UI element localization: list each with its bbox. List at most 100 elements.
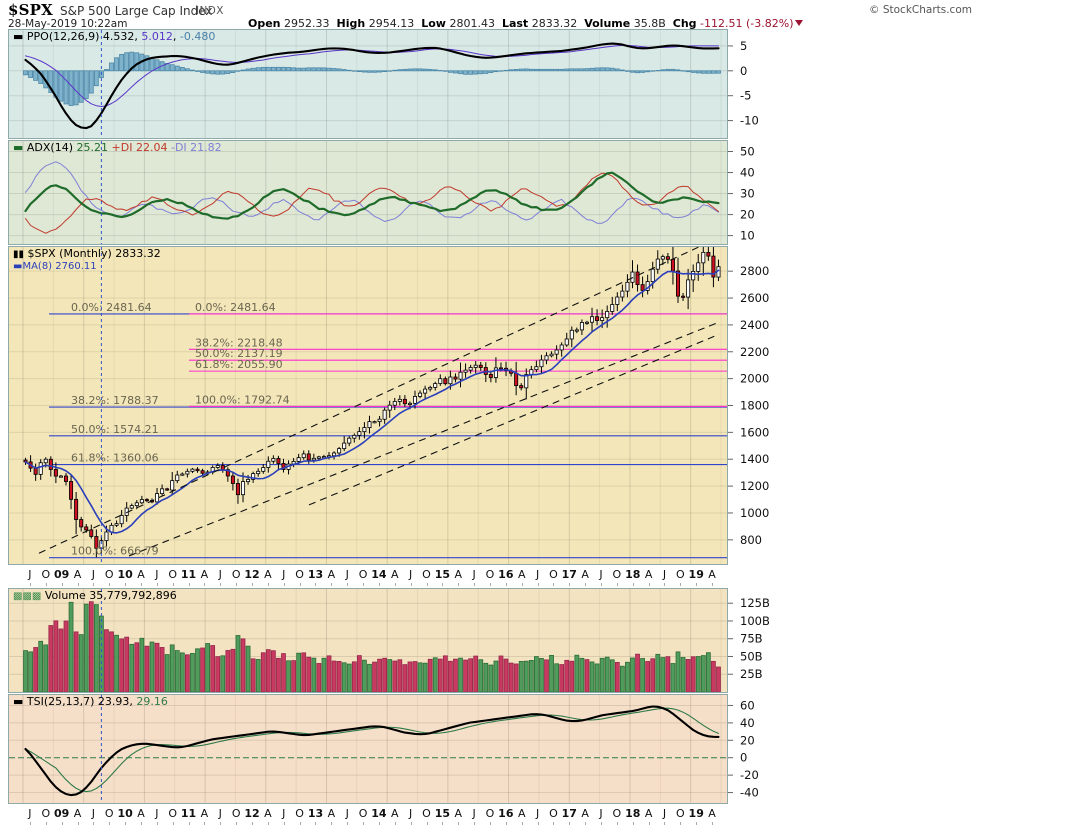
svg-text:75B: 75B [740,632,763,646]
svg-text:61.8%: 2055.90: 61.8%: 2055.90 [195,358,283,371]
x-axis-year-label: 14 [371,568,387,581]
ppo-y-axis: 5 0 -5 -10 [728,29,838,139]
x-axis-month-label: J [409,568,413,581]
volume-legend: ▩▩▩ Volume 35,779,792,896 [13,589,177,603]
x-axis-year-label: 19 [688,807,704,820]
svg-text:2400: 2400 [740,318,769,332]
x-axis-month-label: A [517,568,526,581]
x-axis-month-label: O [485,807,495,820]
x-axis-year-label: 14 [371,807,387,820]
ppo-hist-value: -0.480 [179,30,216,43]
x-axis-tick [109,583,111,586]
svg-text:50.0%: 1574.21: 50.0%: 1574.21 [71,423,159,436]
x-axis-tick [394,822,396,825]
symbol-ticker[interactable]: $SPX [8,1,53,19]
svg-text:1000: 1000 [740,506,769,520]
svg-text:5: 5 [740,39,747,53]
x-axis-tick [632,583,634,586]
x-axis-year-label: 12 [244,807,260,820]
svg-text:125B: 125B [740,596,770,610]
tsi-indicator-label: TSI(25,13,7) [26,695,95,708]
x-axis-year-label: 18 [625,568,641,581]
x-axis-tick [712,822,714,825]
adx-pdi-value: 22.04 [135,141,168,154]
x-axis-tick [236,822,238,825]
x-axis-month-label: A [517,807,526,820]
svg-text:50B: 50B [740,649,763,663]
price-panel[interactable]: 0.0%: 2481.64 38.2%: 1788.37 50.0%: 1574.2… [8,246,728,565]
x-axis-tick [252,583,254,586]
x-axis-tick [648,583,650,586]
x-axis-month-label: O [104,807,114,820]
x-axis-month-label: O [168,568,178,581]
volume-panel[interactable]: ▩▩▩ Volume 35,779,792,896 [8,588,728,693]
x-axis-month-label: O [295,568,304,581]
high-label: High [336,17,366,30]
price-ma-legend: ▬MA(8) 2760.11 [13,261,97,272]
price-indicator-label: $SPX (Monthly) [27,247,112,260]
tsi-value: 23.93 [97,695,130,708]
x-axis-month-label: A [454,568,463,581]
x-axis-month-label: O [485,568,495,581]
x-axis-tick [664,583,666,586]
x-axis-year-label: 16 [498,568,514,581]
x-axis-month-label: A [327,568,336,581]
x-axis-tick [712,583,714,586]
x-axis-month-label: O [104,568,114,581]
x-axis-month-label: J [535,568,540,581]
x-axis-month-label: J [472,807,476,820]
svg-text:-10: -10 [740,114,759,128]
volume-value: 35.8B [633,17,666,30]
x-axis-tick [331,583,333,586]
x-axis-year-label: 18 [625,807,641,820]
x-axis-month-label: A [581,568,589,581]
x-axis-month-label: O [41,807,51,820]
x-axis-month-label: O [231,568,241,581]
x-axis-tick [267,822,269,825]
x-axis-month-label: O [675,568,685,581]
x-axis-month-label: J [155,568,159,581]
x-axis-month-label: J [91,568,95,581]
adx-panel[interactable]: ▬ ADX(14) 25.21 +DI 22.04 -DI 21.82 [8,140,728,245]
x-axis-tick [426,583,428,586]
high-value: 2954.13 [368,17,415,30]
svg-text:30: 30 [740,187,755,201]
x-axis-tick [188,583,190,586]
svg-text:100.0%: 1792.74: 100.0%: 1792.74 [195,393,290,406]
x-axis-year-label: 17 [561,807,577,820]
x-axis-month-label: J [91,807,95,820]
x-axis-month-label: A [327,807,336,820]
x-axis-month-label: A [454,807,463,820]
svg-text:20: 20 [740,733,755,747]
ma-value: 2760.11 [55,261,97,272]
x-axis-tick [474,583,476,586]
svg-text:60: 60 [740,698,755,712]
quote-bar: Open 2952.33 High 2954.13 Low 2801.43 La… [248,17,804,30]
svg-text:0: 0 [740,64,747,78]
last-label: Last [501,17,529,30]
x-axis-tick [378,583,380,586]
x-axis-tick [474,822,476,825]
x-axis-month-label: O [358,807,368,820]
price-last-value: 2833.32 [115,247,161,260]
chg-down-arrow-icon [795,20,804,26]
x-axis-tick [29,822,31,825]
adx-indicator-label: ADX(14) [26,141,74,154]
x-axis-month-label: J [535,807,540,820]
x-axis-tick [204,583,206,586]
x-axis-tick [569,822,571,825]
x-axis-tick [93,583,95,586]
tsi-panel[interactable]: ▬ TSI(25,13,7) 23.93, 29.16 [8,694,728,804]
x-axis-tick [61,583,63,586]
ppo-panel[interactable]: ▬ PPO(12,26,9) 4.532, 5.012, -0.480 [8,29,728,139]
adx-mdi-label: -DI [170,141,187,154]
svg-text:61.8%: 1360.06: 61.8%: 1360.06 [71,452,159,465]
svg-text:1200: 1200 [740,479,769,493]
adx-legend: ▬ ADX(14) 25.21 +DI 22.04 -DI 21.82 [13,141,222,154]
x-axis-month-label: O [675,807,685,820]
symbol-exchange: INDX [196,5,224,17]
x-axis-tick [77,583,79,586]
open-value: 2952.33 [284,17,330,30]
x-axis-tick [442,822,444,825]
chg-value: -112.51 (-3.82%) [700,17,794,30]
